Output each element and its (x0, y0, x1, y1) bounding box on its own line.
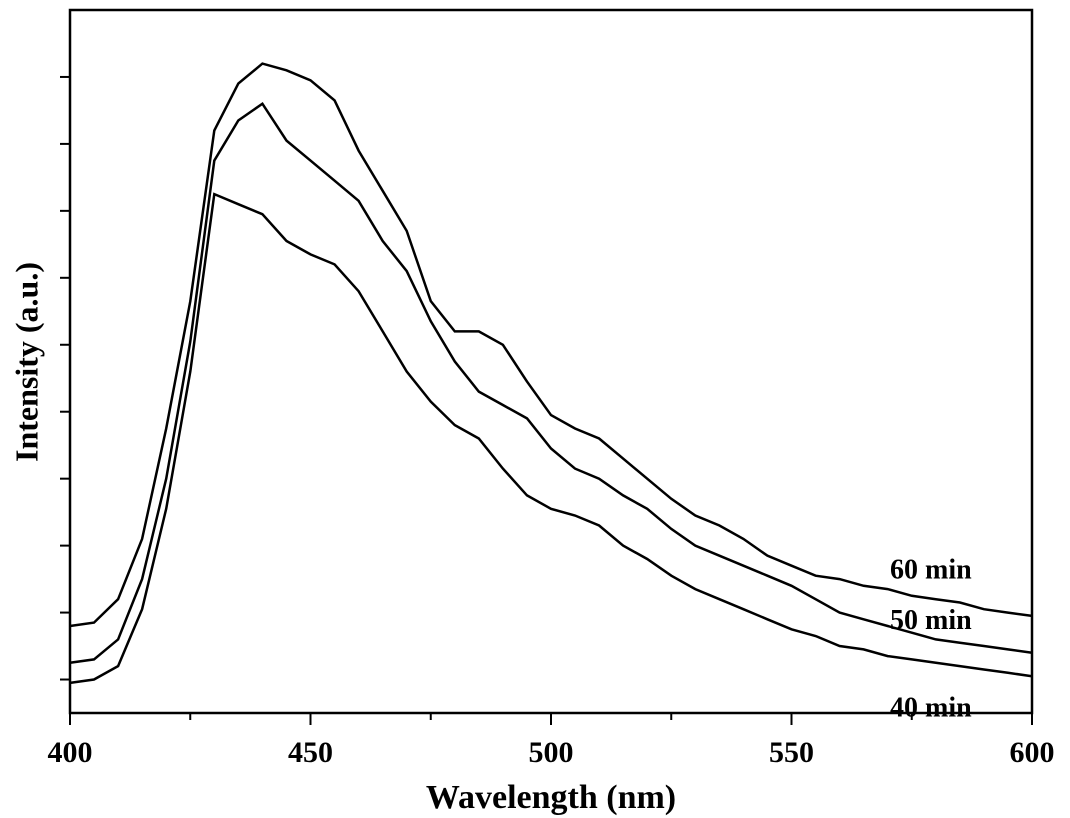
x-axis-label: Wavelength (nm) (426, 779, 676, 816)
x-tick-label: 550 (769, 736, 814, 769)
x-tick-label: 600 (1010, 736, 1055, 769)
x-tick-label: 400 (48, 736, 93, 769)
y-axis-label: Intensity (a.u.) (8, 262, 44, 462)
series-label: 60 min (890, 554, 972, 585)
series-label: 40 min (890, 693, 972, 724)
series-label: 50 min (890, 605, 972, 636)
x-tick-label: 500 (529, 736, 574, 769)
plot-frame (68, 8, 1034, 715)
series-line (69, 192, 1033, 685)
series-line (69, 62, 1033, 628)
series-line (69, 101, 1033, 665)
x-tick-label: 450 (288, 736, 333, 769)
